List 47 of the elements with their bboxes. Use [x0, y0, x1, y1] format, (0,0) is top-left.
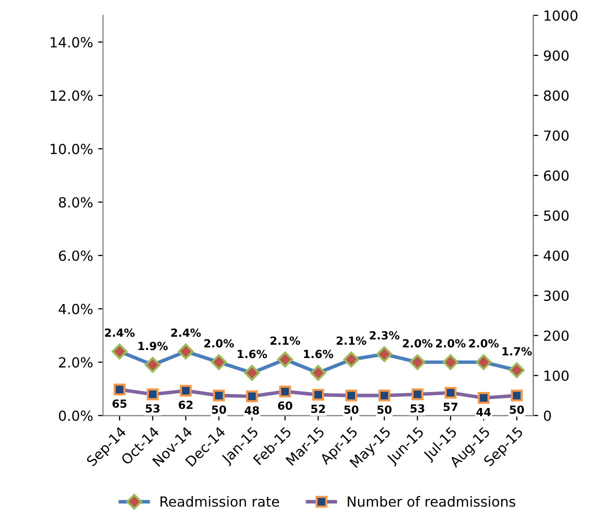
data-label: 53 — [410, 404, 424, 413]
data-label: 48 — [244, 406, 259, 415]
data-label: 53 — [146, 404, 160, 413]
y-tick-label: 4.0% — [58, 304, 93, 314]
data-label: 1.6% — [238, 350, 268, 358]
y-tick-label: 6.0% — [58, 250, 93, 261]
y2-tick-label: 300 — [544, 290, 569, 301]
legend-label: Number of readmissions — [348, 496, 516, 507]
y-tick-label: 0.0% — [58, 410, 93, 422]
data-label: 1.7% — [502, 347, 532, 356]
data-label: 50 — [344, 405, 358, 414]
y-tick-label: 12.0% — [50, 90, 93, 101]
data-label: 60 — [278, 401, 292, 410]
y2-tick-label: 200 — [544, 330, 569, 341]
y-tick-label: 14.0% — [50, 37, 93, 48]
data-label: 50 — [377, 405, 392, 414]
y2-tick-label: 500 — [544, 210, 569, 221]
data-label: 65 — [112, 399, 127, 408]
y-tick-label: 2.0% — [59, 357, 93, 368]
y2-tick-label: 400 — [544, 250, 569, 261]
data-label: 1.9% — [138, 342, 168, 350]
data-label: 2.0% — [402, 339, 432, 348]
data-label: 2.4% — [105, 328, 135, 337]
data-label: 1.6% — [304, 350, 334, 358]
data-label: 2.0% — [204, 339, 234, 348]
data-label: 2.1% — [336, 336, 366, 345]
data-label: 50 — [212, 405, 226, 414]
y2-tick-label: 0 — [544, 410, 551, 422]
y2-tick-label: 900 — [544, 50, 569, 61]
data-label: 2.0% — [436, 339, 466, 348]
data-label: 50 — [510, 405, 524, 414]
y-tick-label: 8.0% — [58, 197, 93, 208]
y2-tick-label: 700 — [544, 130, 569, 141]
data-label: 2.1% — [270, 336, 300, 345]
y2-tick-label: 1000 — [544, 10, 578, 21]
data-label: 2.3% — [370, 331, 400, 340]
y-tick-label: 10.0% — [50, 144, 93, 154]
data-label: 62 — [178, 400, 193, 410]
data-label: 2.0% — [469, 339, 499, 348]
legend-label: Readmission rate — [160, 496, 280, 507]
y2-tick-label: 100 — [544, 370, 569, 381]
y2-tick-label: 600 — [544, 170, 569, 181]
data-label: 2.4% — [171, 328, 201, 337]
data-label: 57 — [444, 402, 458, 412]
y2-tick-label: 800 — [544, 90, 569, 101]
data-label: 44 — [476, 408, 491, 416]
data-label: 52 — [311, 404, 325, 414]
